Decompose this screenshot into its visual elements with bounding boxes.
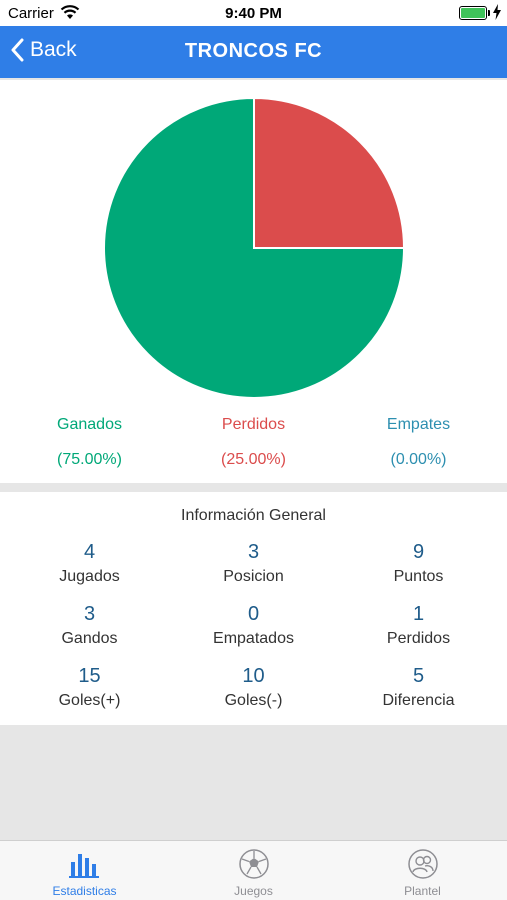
tab-label: Estadisticas [52,884,117,898]
stat-value: 4 [83,541,96,563]
tab-bar: Estadisticas Juegos Plantel [0,840,507,900]
battery-tip [488,10,490,16]
carrier-label: Carrier [8,5,54,22]
info-panel: Información General 4 Jugados 3 Posicion… [0,492,507,725]
stat-posicion: 3 Posicion [169,541,338,586]
wifi-icon [60,5,80,19]
stat-value: 3 [83,603,96,625]
pie-slice-ganados [103,96,406,399]
charging-bolt-icon [493,4,501,20]
stat-diferencia: 5 Diferencia [334,665,503,710]
stat-label: Gandos [61,630,118,647]
stat-goles-favor: 15 Goles(+) [5,665,174,710]
status-bar: Carrier 9:40 PM [0,0,507,26]
stat-value: 0 [247,603,260,625]
tab-label: Juegos [234,884,273,898]
stat-goles-contra: 10 Goles(-) [169,665,338,710]
stat-label: Posicion [223,568,284,585]
tab-label: Plantel [404,884,441,898]
legend-percent: (75.00%) [57,451,122,468]
tab-juegos[interactable]: Juegos [169,841,338,900]
legend-percent: (25.00%) [221,451,286,468]
tab-estadisticas[interactable]: Estadisticas [0,841,169,900]
stat-value: 9 [412,541,425,563]
pie-slice-perdidos [253,96,406,249]
back-label: Back [30,38,77,61]
stat-value: 5 [412,665,425,687]
stat-label: Goles(-) [224,692,283,709]
navigation-bar: Back TRONCOS FC [0,26,507,78]
back-button[interactable]: Back [10,38,77,62]
stat-puntos: 9 Puntos [334,541,503,586]
stat-label: Jugados [59,568,120,585]
clock: 9:40 PM [225,5,282,22]
stat-value: 10 [242,665,265,687]
stat-label: Goles(+) [58,692,121,709]
tab-plantel[interactable]: Plantel [338,841,507,900]
stat-perdidos: 1 Perdidos [334,603,503,648]
stat-value: 3 [247,541,260,563]
soccer-ball-icon [239,849,269,879]
info-title: Información General [181,507,326,524]
chevron-left-icon [11,38,24,62]
stat-label: Diferencia [382,692,455,709]
legend-percent: (0.00%) [390,451,447,468]
stat-empatados: 0 Empatados [169,603,338,648]
stat-label: Perdidos [386,630,451,647]
bar-chart-icon [69,854,99,878]
legend-label: Perdidos [221,416,286,433]
battery-icon [459,6,487,20]
chart-panel: Ganados (75.00%) Perdidos (25.00%) Empat… [0,80,507,483]
stat-label: Empatados [213,630,294,647]
stat-gandos: 3 Gandos [5,603,174,648]
stat-value: 15 [78,665,101,687]
pie-chart [103,96,406,399]
stat-label: Puntos [393,568,444,585]
people-icon [408,849,438,879]
stat-value: 1 [412,603,425,625]
legend-label: Empates [386,416,451,433]
stat-jugados: 4 Jugados [5,541,174,586]
legend-label: Ganados [57,416,122,433]
